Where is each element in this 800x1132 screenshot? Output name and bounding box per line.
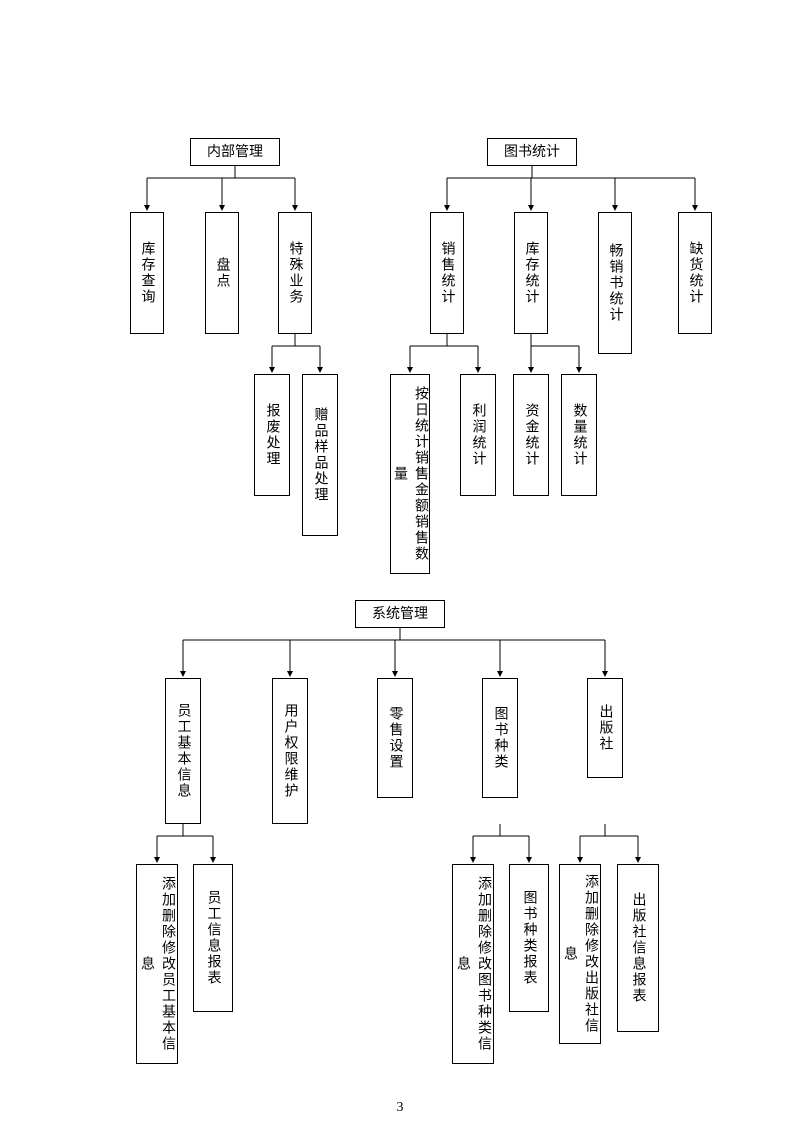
node-qty-stats: 数量统计: [561, 374, 597, 496]
label: 缺货统计: [685, 241, 706, 305]
node-inventory-query: 库存查询: [130, 212, 164, 334]
node-capital-stats: 资金统计: [513, 374, 549, 496]
label: 数量统计: [569, 403, 590, 467]
label: 图书种类: [490, 706, 511, 770]
node-shortage-stats: 缺货统计: [678, 212, 712, 334]
label: 出版社: [595, 704, 616, 752]
label: 畅销书统计: [605, 243, 626, 323]
label: 报废处理: [262, 403, 283, 467]
label: 利润统计: [468, 403, 489, 467]
diagram-canvas: 内部管理 库存查询 盘点 特殊业务 报废处理 赠品样品处理 图书统计 销售统计 …: [0, 0, 800, 1132]
label: 按日统计销售金额销售数量: [389, 379, 431, 569]
label: 盘点: [212, 257, 233, 289]
label: 员工基本信息: [173, 703, 194, 799]
node-staff-crud: 添加删除修改员工基本信息: [136, 864, 178, 1064]
node-publisher: 出版社: [587, 678, 623, 778]
node-staff-info: 员工基本信息: [165, 678, 201, 824]
node-staff-report: 员工信息报表: [193, 864, 233, 1012]
label: 图书种类报表: [519, 890, 540, 986]
label: 零售设置: [385, 706, 406, 770]
label: 赠品样品处理: [310, 407, 331, 503]
node-book-category: 图书种类: [482, 678, 518, 798]
node-category-report: 图书种类报表: [509, 864, 549, 1012]
label: 资金统计: [521, 403, 542, 467]
node-publisher-report: 出版社信息报表: [617, 864, 659, 1032]
label: 添加删除修改员工基本信息: [136, 869, 178, 1059]
page-number-text: 3: [397, 1100, 404, 1115]
page-number: 3: [0, 1100, 800, 1116]
node-stocktake: 盘点: [205, 212, 239, 334]
label: 出版社信息报表: [628, 892, 649, 1004]
node-bestseller-stats: 畅销书统计: [598, 212, 632, 354]
label: 用户权限维护: [280, 703, 301, 799]
node-profit-stats: 利润统计: [460, 374, 496, 496]
node-retail-setting: 零售设置: [377, 678, 413, 798]
label: 添加删除修改出版社信息: [559, 869, 601, 1039]
label: 销售统计: [437, 241, 458, 305]
node-publisher-crud: 添加删除修改出版社信息: [559, 864, 601, 1044]
node-daily-sales: 按日统计销售金额销售数量: [390, 374, 430, 574]
node-stock-stats: 库存统计: [514, 212, 548, 334]
node-scrap: 报废处理: [254, 374, 290, 496]
node-category-crud: 添加删除修改图书种类信息: [452, 864, 494, 1064]
node-sales-stats: 销售统计: [430, 212, 464, 334]
node-user-perm: 用户权限维护: [272, 678, 308, 824]
label: 员工信息报表: [203, 890, 224, 986]
label: 添加删除修改图书种类信息: [452, 869, 494, 1059]
label: 系统管理: [372, 604, 428, 625]
node-book-stats: 图书统计: [487, 138, 577, 166]
node-sys-mgmt: 系统管理: [355, 600, 445, 628]
node-gift-sample: 赠品样品处理: [302, 374, 338, 536]
node-special-biz: 特殊业务: [278, 212, 312, 334]
label: 特殊业务: [285, 241, 306, 305]
label: 库存查询: [137, 241, 158, 305]
label: 库存统计: [521, 241, 542, 305]
label: 内部管理: [207, 142, 263, 163]
node-internal-mgmt: 内部管理: [190, 138, 280, 166]
label: 图书统计: [504, 142, 560, 163]
